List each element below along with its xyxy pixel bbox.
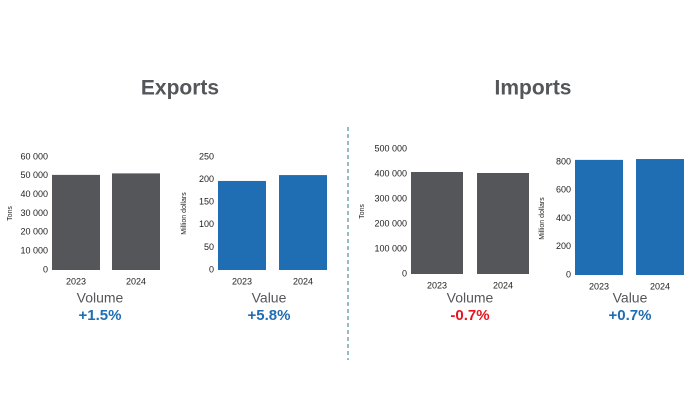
bar [218, 180, 266, 270]
change-annotation: +0.7% [609, 307, 652, 324]
bar [636, 159, 684, 275]
y-tick-label: 10 000 [20, 246, 48, 256]
x-tick-label: 2024 [493, 280, 513, 290]
y-tick-label: 400 [556, 213, 571, 223]
y-tick-label: 200 000 [374, 218, 407, 228]
y-tick-label: 400 000 [374, 168, 407, 178]
bar [411, 172, 463, 274]
y-tick-label: 100 000 [374, 243, 407, 253]
y-tick-label: 0 [209, 264, 214, 274]
bar [279, 175, 327, 270]
y-tick-label: 800 [556, 156, 571, 166]
y-axis-label: Tons [7, 206, 14, 221]
y-tick-label: 40 000 [20, 189, 48, 199]
y-tick-label: 300 000 [374, 193, 407, 203]
y-axis-label: Million dollars [181, 192, 188, 235]
x-tick-label: 2024 [126, 276, 146, 286]
y-tick-label: 0 [566, 269, 571, 279]
change-annotation: -0.7% [450, 307, 489, 324]
y-tick-label: 250 [199, 151, 214, 161]
x-tick-label: 2024 [293, 276, 313, 286]
x-tick-label: 2023 [427, 280, 447, 290]
chart-title: Value [613, 290, 648, 306]
x-tick-label: 2023 [232, 276, 252, 286]
y-tick-label: 200 [199, 174, 214, 184]
bar [112, 173, 160, 270]
y-tick-label: 500 000 [374, 143, 407, 153]
chart-title: Volume [447, 290, 494, 306]
y-tick-label: 60 000 [20, 151, 48, 161]
y-tick-label: 50 000 [20, 170, 48, 180]
y-tick-label: 20 000 [20, 227, 48, 237]
y-tick-label: 0 [43, 264, 48, 274]
y-axis-label: Tons [359, 204, 366, 219]
x-tick-label: 2024 [650, 281, 670, 291]
section-heading: Exports [141, 77, 219, 100]
x-tick-label: 2023 [589, 281, 609, 291]
bar [477, 173, 529, 274]
y-axis-label: Million dollars [539, 197, 546, 240]
chart-title: Value [252, 290, 287, 306]
change-annotation: +1.5% [79, 307, 122, 324]
y-tick-label: 50 [204, 242, 214, 252]
y-tick-label: 30 000 [20, 208, 48, 218]
section-heading: Imports [494, 77, 571, 100]
y-tick-label: 200 [556, 241, 571, 251]
bar [52, 174, 100, 270]
y-tick-label: 600 [556, 185, 571, 195]
chart-title: Volume [77, 290, 124, 306]
x-tick-label: 2023 [66, 276, 86, 286]
y-tick-label: 150 [199, 197, 214, 207]
y-tick-label: 0 [402, 268, 407, 278]
change-annotation: +5.8% [248, 307, 291, 324]
bar [575, 159, 623, 275]
y-tick-label: 100 [199, 219, 214, 229]
